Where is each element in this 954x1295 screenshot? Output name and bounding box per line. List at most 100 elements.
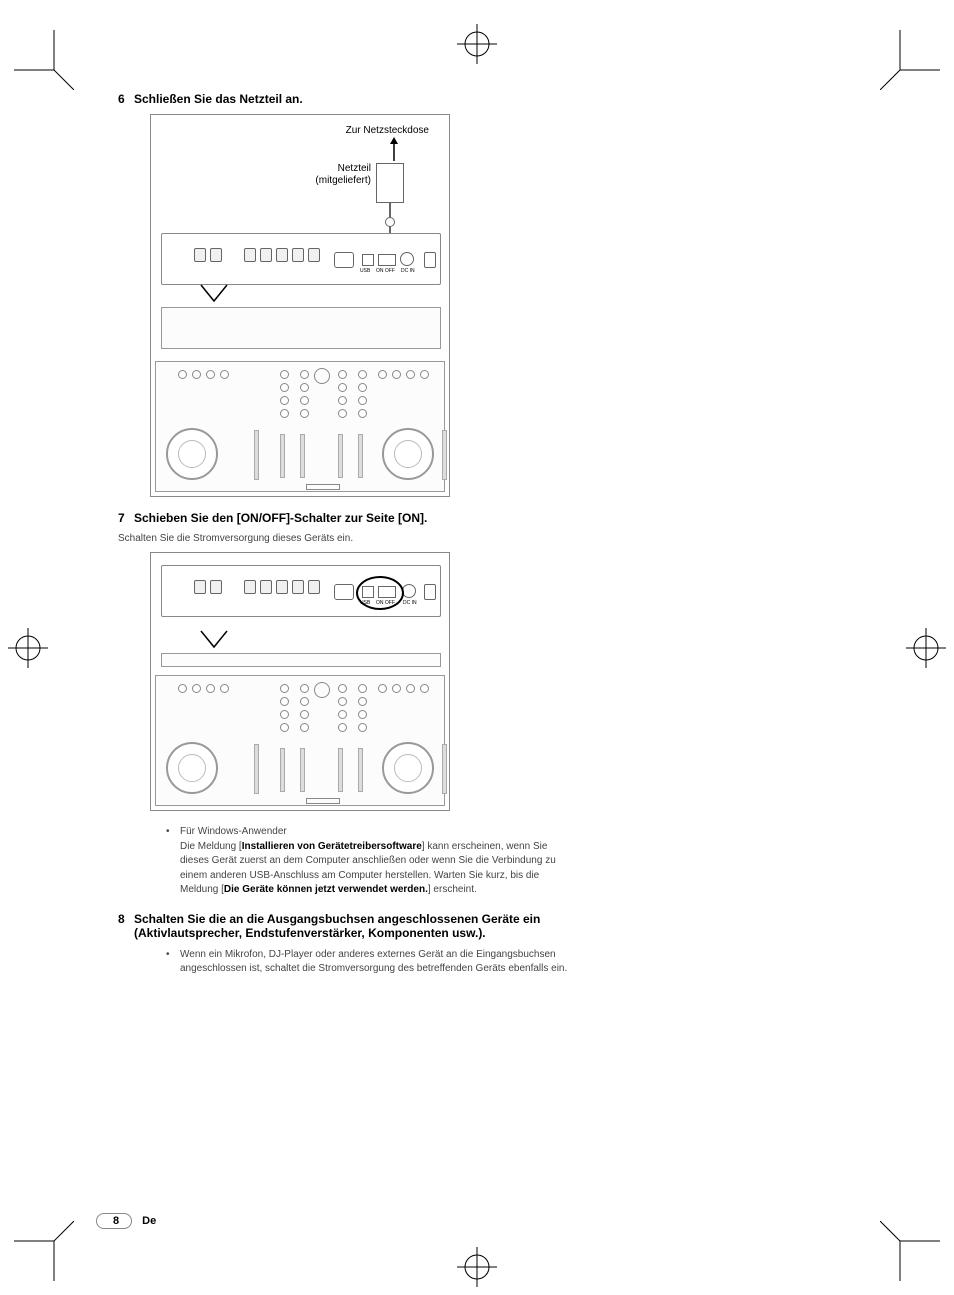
knob-row-right-7: [378, 684, 429, 693]
channel-fader-2-7: [300, 748, 305, 792]
step-6-controller-figure: [150, 357, 450, 497]
tempo-slider-right: [442, 430, 447, 480]
channel-fader-1: [280, 434, 285, 478]
crop-mark-bottom-left: [14, 1221, 74, 1281]
tempo-slider-left: [254, 430, 259, 480]
cable-ferrite-icon: [385, 217, 395, 227]
step-7-number: 7: [118, 511, 134, 525]
channel-fader-2: [300, 434, 305, 478]
controller-top-view: [161, 307, 441, 349]
usb-label: USB: [360, 268, 370, 274]
step-8-bullet: • Wenn ein Mikrofon, DJ-Player oder ande…: [166, 948, 568, 977]
jack-cluster-left: [192, 248, 224, 267]
step-8-title: Schalten Sie die an die Ausgangsbuchsen …: [134, 912, 568, 940]
mixer-col-3: [334, 370, 350, 418]
knob-row-left-7: [178, 684, 229, 693]
step-6-number: 6: [118, 92, 134, 106]
dc-in-label-7: DC IN: [403, 600, 417, 606]
page-language: De: [142, 1215, 156, 1227]
channel-fader-3: [338, 434, 343, 478]
button-generic: [334, 252, 354, 268]
on-off-label: ON OFF: [376, 268, 395, 274]
mixer-col-1: [276, 370, 292, 418]
step-6-heading: 6 Schließen Sie das Netzteil an.: [118, 92, 568, 106]
registration-mark-top: [457, 24, 497, 64]
bullet-icon-8: •: [166, 948, 180, 977]
step-7-title: Schieben Sie den [ON/OFF]-Schalter zur S…: [134, 511, 568, 525]
adapter-block: [376, 163, 404, 203]
crossfader-7: [306, 798, 340, 804]
jog-wheel-left-7: [166, 742, 218, 794]
cable-hook: [424, 252, 436, 268]
step-6-title: Schließen Sie das Netzteil an.: [134, 92, 568, 106]
label-adapter-1: Netzteil: [301, 163, 371, 174]
mixer-col-4-7: [354, 684, 370, 732]
dc-in-jack: [400, 252, 414, 266]
controller-top-view-7: [161, 653, 441, 667]
mixer-col-1-7: [276, 684, 292, 732]
step-7-heading: 7 Schieben Sie den [ON/OFF]-Schalter zur…: [118, 511, 568, 525]
mixer-col-3-7: [334, 684, 350, 732]
tempo-slider-left-7: [254, 744, 259, 794]
rear-panel-diagram: USB ON OFF DC IN: [161, 233, 441, 285]
jog-wheel-left: [166, 428, 218, 480]
pointer-down-icon-7: [199, 629, 229, 656]
label-adapter-2: (mitgeliefert): [301, 175, 371, 186]
step-7-subtext: Schalten Sie die Stromversorgung dieses …: [118, 533, 568, 544]
step-8-heading: 8 Schalten Sie die an die Ausgangsbuchse…: [118, 912, 568, 940]
page-number: 8: [96, 1213, 132, 1229]
browse-knob-7: [314, 682, 330, 698]
step-7-controller-figure: [150, 671, 450, 811]
arrow-to-outlet-icon: [389, 137, 399, 166]
crossfader: [306, 484, 340, 490]
knob-row-right: [378, 370, 429, 379]
controller-face-diagram-7: [155, 675, 445, 806]
registration-mark-left: [8, 628, 48, 668]
jack-cluster-mid: [242, 248, 322, 267]
channel-fader-4-7: [358, 748, 363, 792]
controller-face-diagram: [155, 361, 445, 492]
on-off-switch: [378, 254, 396, 266]
step-6-figure: Zur Netzsteckdose Netzteil (mitgeliefert…: [150, 114, 450, 358]
bullet-body-post: ] erscheint.: [428, 884, 477, 895]
button-generic-7: [334, 584, 354, 600]
rear-panel-diagram-7: USB ON OFF DC IN: [161, 565, 441, 617]
mixer-col-4: [354, 370, 370, 418]
bullet-bold-1: Installieren von Gerätetreibersoftware: [242, 841, 422, 852]
registration-mark-bottom: [457, 1247, 497, 1287]
step-8-number: 8: [118, 912, 134, 940]
crop-mark-bottom-right: [880, 1221, 940, 1281]
label-outlet: Zur Netzsteckdose: [346, 125, 429, 136]
bullet-body-pre: Die Meldung [: [180, 841, 242, 852]
bullet-bold-2: Die Geräte können jetzt verwendet werden…: [224, 884, 428, 895]
crop-mark-top-right: [880, 30, 940, 90]
jack-cluster-left-7: [192, 580, 224, 599]
cable-hook-7: [424, 584, 436, 600]
tempo-slider-right-7: [442, 744, 447, 794]
mixer-col-2-7: [296, 684, 312, 732]
channel-fader-4: [358, 434, 363, 478]
page-content: 6 Schließen Sie das Netzteil an. Zur Net…: [118, 92, 568, 991]
browse-knob: [314, 368, 330, 384]
jack-cluster-mid-7: [242, 580, 322, 599]
jog-wheel-right-7: [382, 742, 434, 794]
jog-wheel-right: [382, 428, 434, 480]
bullet-icon: •: [166, 825, 180, 898]
page-footer: 8 De: [96, 1213, 156, 1229]
mixer-col-2: [296, 370, 312, 418]
step-8-bullet-text: Wenn ein Mikrofon, DJ-Player oder andere…: [180, 948, 568, 977]
channel-fader-3-7: [338, 748, 343, 792]
knob-row-left: [178, 370, 229, 379]
pointer-down-icon: [199, 283, 229, 310]
step-7-figure-top: USB ON OFF DC IN: [150, 552, 450, 672]
dc-in-label: DC IN: [401, 268, 415, 274]
registration-mark-right: [906, 628, 946, 668]
step-7-bullet-text: Für Windows-Anwender Die Meldung [Instal…: [180, 825, 568, 898]
channel-fader-1-7: [280, 748, 285, 792]
usb-port: [362, 254, 374, 266]
crop-mark-top-left: [14, 30, 74, 90]
bullet-lead: Für Windows-Anwender: [180, 826, 287, 837]
highlight-circle-on-off: [356, 576, 404, 610]
dc-in-jack-7: [402, 584, 416, 598]
step-7-bullet: • Für Windows-Anwender Die Meldung [Inst…: [166, 825, 568, 898]
